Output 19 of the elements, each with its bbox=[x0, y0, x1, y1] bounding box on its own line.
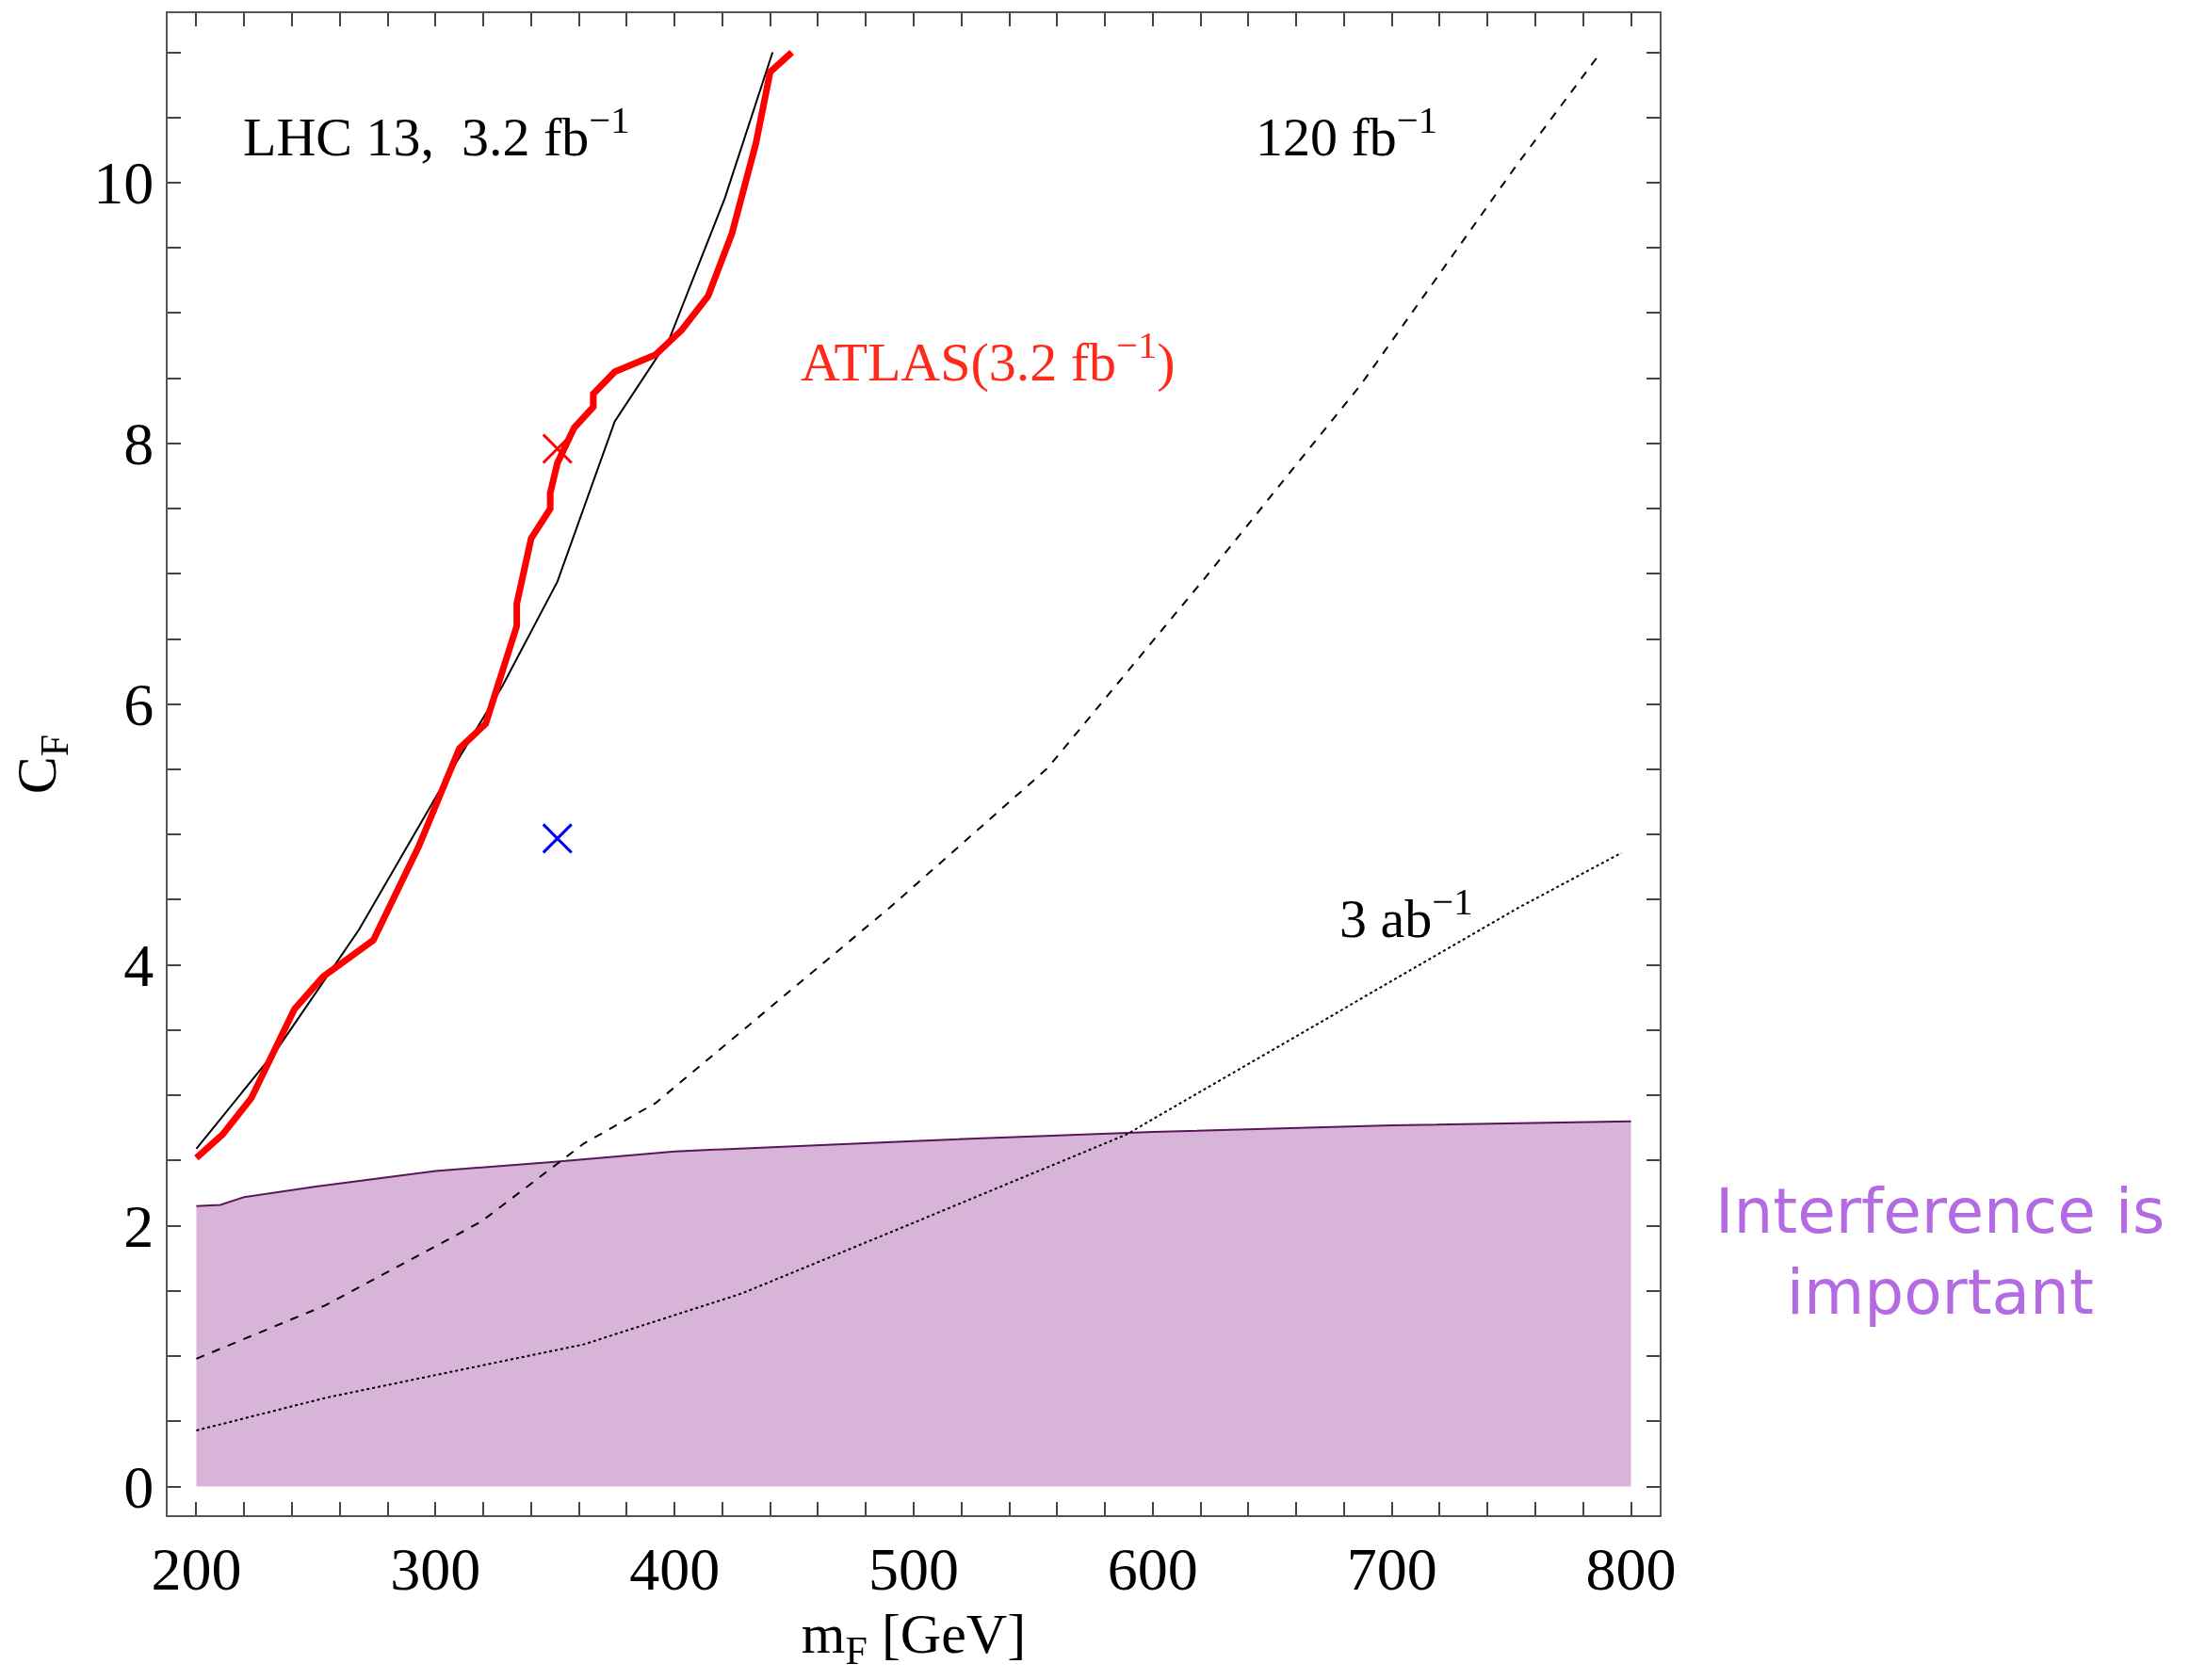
y-tick-label: 0 bbox=[123, 1453, 154, 1521]
y-tick-label: 2 bbox=[123, 1193, 154, 1261]
annotation: 3 ab$^{−1}$ bbox=[1339, 880, 1473, 950]
x-tick-label: 800 bbox=[1585, 1535, 1677, 1603]
y-tick-label: 4 bbox=[123, 932, 154, 1000]
y-tick-label: 10 bbox=[93, 150, 154, 218]
annotation: 120 fb$^{−1}$ bbox=[1256, 99, 1438, 169]
y-tick-label: 8 bbox=[123, 411, 154, 478]
y-tick-label: 6 bbox=[123, 671, 154, 739]
x-tick-label: 500 bbox=[868, 1535, 959, 1603]
x-axis-title: m$_{F}$ [GeV] bbox=[801, 1602, 1027, 1673]
x-tick-label: 300 bbox=[390, 1535, 481, 1603]
x-tick-label: 200 bbox=[151, 1535, 242, 1603]
x-tick-label: 600 bbox=[1107, 1535, 1198, 1603]
x-tick-label: 400 bbox=[629, 1535, 721, 1603]
annotation: LHC 13, 3.2 fb$^{−1}$ bbox=[243, 99, 630, 169]
annotation: ATLAS(3.2 fb$^{−1}$) bbox=[801, 324, 1176, 394]
x-tick-label: 700 bbox=[1346, 1535, 1437, 1603]
text: Interference is important bbox=[1715, 1175, 2166, 1329]
